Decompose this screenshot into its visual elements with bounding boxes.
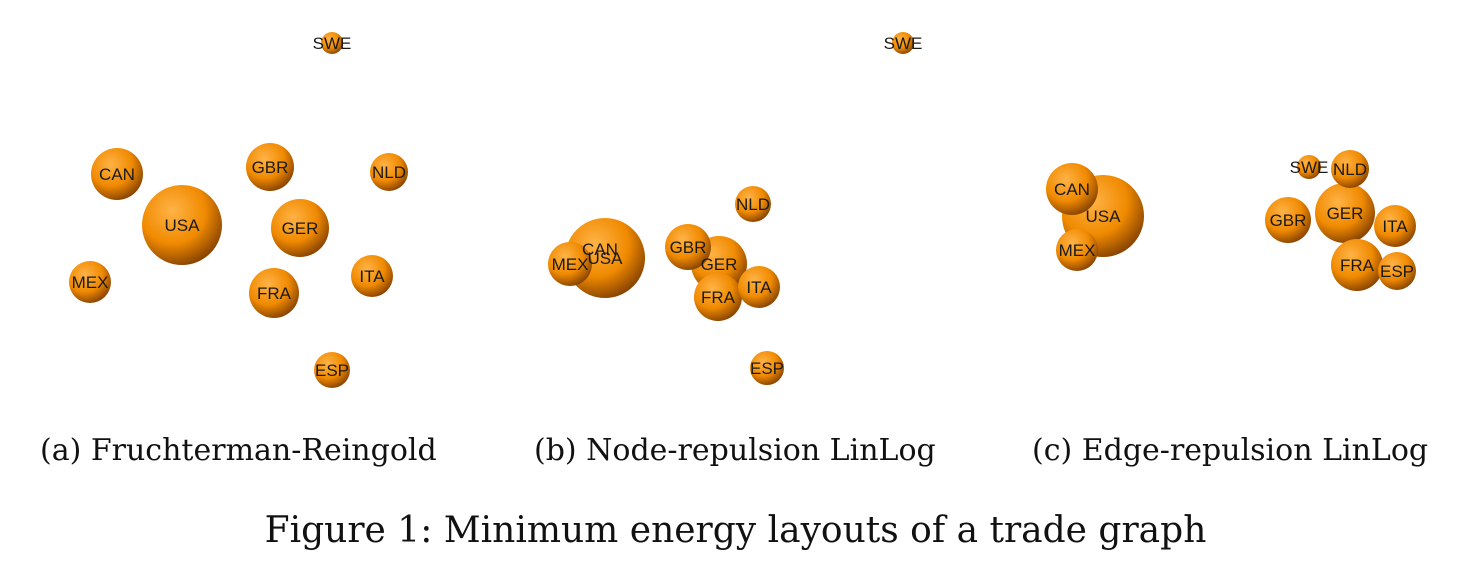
node-sphere-ger (1315, 183, 1375, 243)
node-label-usa: USA (1086, 207, 1122, 226)
node-label-fra: FRA (257, 284, 292, 303)
node-label-usa: USA (165, 216, 201, 235)
node-label-swe: SWE (884, 34, 923, 53)
node-sphere-can (1046, 163, 1098, 215)
node-label-mex: MEX (1059, 241, 1096, 260)
node-sphere-gbr (665, 224, 711, 270)
node-sphere-swe (892, 32, 914, 54)
panel-edge-repulsion-linlog: CAN MEX USA SWE NLD GBR ITA GER ESP FRA (1046, 150, 1416, 291)
node-sphere-esp (314, 352, 350, 388)
node-label-esp: ESP (750, 359, 784, 378)
node-label-gbr: GBR (1270, 211, 1307, 230)
node-label-nld: NLD (736, 195, 770, 214)
node-label-esp: ESP (315, 361, 349, 380)
node-label-ger: GER (282, 219, 319, 238)
node-sphere-mex (548, 242, 592, 286)
node-sphere-ita (351, 255, 393, 297)
node-sphere-nld (735, 186, 771, 222)
node-sphere-can (91, 148, 143, 200)
node-sphere-nld (1331, 150, 1369, 188)
node-sphere-esp (750, 351, 784, 385)
node-sphere-mex (1056, 229, 1098, 271)
node-label-nld: NLD (1333, 160, 1367, 179)
node-sphere-mex (69, 261, 111, 303)
caption-b: (b) Node-repulsion LinLog (534, 433, 936, 468)
node-sphere-nld (370, 153, 408, 191)
figure-caption: Figure 1: Minimum energy layouts of a tr… (264, 510, 1207, 551)
node-label-mex: MEX (552, 255, 589, 274)
node-sphere-ger (271, 199, 329, 257)
node-sphere-ita (1374, 205, 1416, 247)
node-sphere-swe (1297, 155, 1321, 179)
node-label-gbr: GBR (670, 238, 707, 257)
node-sphere-gbr (1265, 197, 1311, 243)
node-label-swe: SWE (1290, 158, 1329, 177)
node-sphere-swe (321, 32, 343, 54)
node-sphere-fra (694, 273, 742, 321)
caption-c: (c) Edge-repulsion LinLog (1032, 433, 1429, 468)
node-label-fra: FRA (1340, 256, 1375, 275)
node-label-ger: GER (1327, 204, 1364, 223)
node-label-can: CAN (99, 165, 135, 184)
node-sphere-ita (738, 266, 780, 308)
node-label-esp: ESP (1380, 262, 1414, 281)
node-label-mex: MEX (72, 273, 109, 292)
node-label-can: CAN (1054, 180, 1090, 199)
node-sphere-esp (1378, 252, 1416, 290)
node-label-ita: ITA (746, 278, 772, 297)
node-label-usa: USA (588, 249, 624, 268)
node-label-nld: NLD (372, 163, 406, 182)
node-sphere-gbr (246, 143, 294, 191)
node-sphere-fra (1331, 239, 1383, 291)
caption-a: (a) Fruchterman-Reingold (40, 433, 437, 468)
node-label-can: CAN (582, 240, 618, 259)
node-label-ger: GER (701, 255, 738, 274)
panel-fruchterman-reingold: SWE CAN GBR NLD USA GER MEX ITA FRA ESP (69, 32, 408, 388)
node-label-ita: ITA (1382, 217, 1408, 236)
node-label-swe: SWE (313, 34, 352, 53)
node-label-gbr: GBR (252, 158, 289, 177)
node-label-fra: FRA (701, 288, 736, 307)
node-sphere-usa (142, 185, 222, 265)
node-label-ita: ITA (359, 267, 385, 286)
node-sphere-fra (249, 268, 299, 318)
